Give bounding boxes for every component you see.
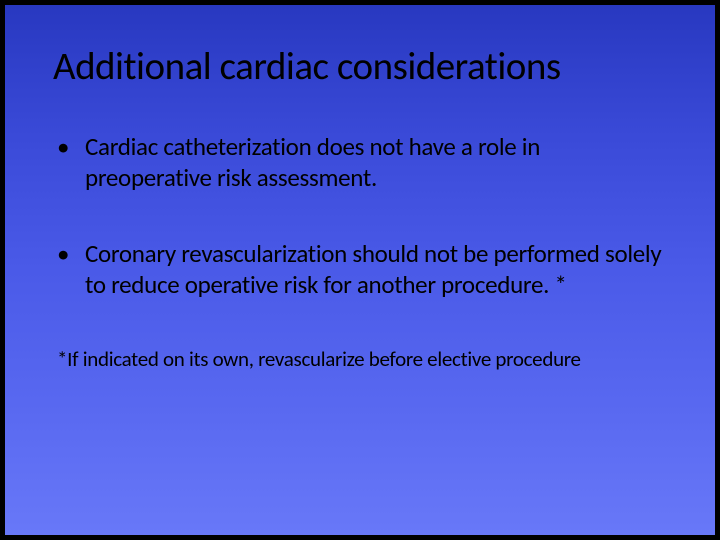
- slide-container: Additional cardiac considerations Cardia…: [4, 4, 716, 536]
- bullet-item: Cardiac catheterization does not have a …: [57, 132, 667, 193]
- bullet-item: Coronary revascularization should not be…: [57, 239, 667, 300]
- slide-title: Additional cardiac considerations: [53, 43, 667, 90]
- footnote-text: *If indicated on its own, revascularize …: [53, 346, 667, 372]
- bullet-list: Cardiac catheterization does not have a …: [53, 132, 667, 300]
